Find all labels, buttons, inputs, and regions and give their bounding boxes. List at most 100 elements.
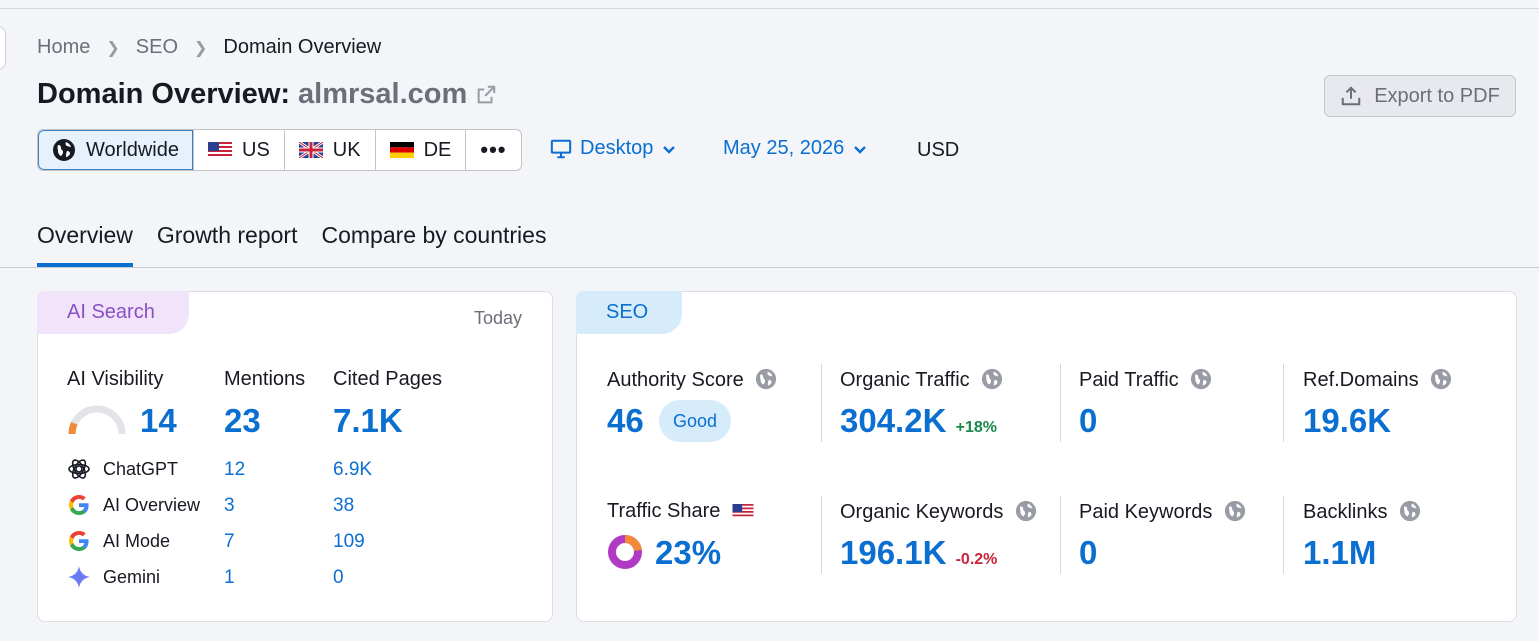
region-de[interactable]: DE [376,130,467,170]
mentions-label: Mentions [224,368,306,390]
region-label: DE [423,138,452,161]
ai-visibility-value[interactable]: 14 [140,402,177,439]
date-dropdown[interactable]: May 25, 2026 [723,137,868,160]
external-link-icon[interactable] [475,84,497,106]
page-title-prefix: Domain Overview: [37,78,291,110]
region-label: UK [332,138,361,161]
paid-traffic-value[interactable]: 0 [1079,402,1098,439]
backlinks-label: Backlinks [1303,500,1421,524]
globe-info-icon[interactable] [1224,500,1246,522]
organic-traffic-label: Organic Traffic [840,368,1003,392]
column-divider [821,496,822,574]
source-ai-mode: AI Mode [67,529,170,553]
tab-divider [0,267,1539,268]
export-pdf-button[interactable]: Export to PDF [1324,75,1516,117]
organic-traffic-value[interactable]: 304.2K +18% [840,402,997,440]
breadcrumb-seo[interactable]: SEO [135,36,179,58]
traffic-share-text: Traffic Share [607,500,721,522]
ai-search-tag: AI Search [37,291,189,334]
organic-traffic-number: 304.2K [840,402,947,439]
authority-score-text: Authority Score [607,369,744,391]
seo-tag: SEO [576,291,682,334]
region-worldwide[interactable]: Worldwide [38,130,194,170]
ai-overview-mentions[interactable]: 3 [224,495,235,516]
globe-icon [53,139,75,161]
ai-visibility-gauge [68,405,126,435]
ai-search-card: AI Search Today AI Visibility 14 Mention… [37,291,553,622]
organic-keywords-value[interactable]: 196.1K -0.2% [840,534,997,572]
tab-bar: Overview Growth report Compare by countr… [37,222,546,267]
tab-growth-report[interactable]: Growth report [156,222,298,248]
mentions-value[interactable]: 23 [224,402,261,439]
device-dropdown[interactable]: Desktop [550,137,677,160]
google-icon [69,495,89,515]
breadcrumb-current: Domain Overview [223,36,382,58]
source-ai-overview: AI Overview [67,493,200,517]
source-name: AI Mode [103,530,171,551]
page-title-domain[interactable]: almrsal.com [298,78,468,110]
device-label: Desktop [580,137,654,159]
organic-keywords-text: Organic Keywords [840,501,1004,523]
paid-keywords-label: Paid Keywords [1079,500,1246,524]
tab-compare-by-countries[interactable]: Compare by countries [321,222,547,248]
cited-pages-value[interactable]: 7.1K [333,402,403,439]
us-flag-icon [732,504,754,518]
more-regions-button[interactable]: ••• [466,130,520,170]
ref-domains-label: Ref.Domains [1303,368,1452,392]
column-divider [1283,364,1284,442]
chatgpt-cited[interactable]: 6.9K [333,459,373,480]
page-title: Domain Overview: almrsal.com [37,78,497,111]
de-flag-icon [389,142,414,158]
ai-overview-cited[interactable]: 38 [333,495,355,516]
source-gemini: Gemini [67,565,160,589]
globe-info-icon[interactable] [1399,500,1421,522]
paid-traffic-text: Paid Traffic [1079,369,1179,391]
uk-flag-icon [298,142,323,158]
paid-keywords-text: Paid Keywords [1079,501,1213,523]
globe-info-icon[interactable] [981,368,1003,390]
organic-traffic-delta: +18% [955,419,997,436]
gemini-cited[interactable]: 0 [333,567,344,588]
globe-info-icon[interactable] [1015,500,1037,522]
ai-mode-mentions[interactable]: 7 [224,531,235,552]
globe-info-icon[interactable] [1430,368,1452,390]
traffic-share-value[interactable]: 23% [655,534,722,571]
paid-keywords-value[interactable]: 0 [1079,534,1098,571]
tab-overview[interactable]: Overview [37,222,133,267]
authority-badge: Good [659,400,731,442]
ai-visibility-label[interactable]: AI Visibility [67,368,164,390]
ai-mode-cited[interactable]: 109 [333,531,365,552]
authority-score-value[interactable]: 46 [607,402,644,439]
gemini-mentions[interactable]: 1 [224,567,235,588]
export-pdf-label: Export to PDF [1374,84,1500,107]
organic-keywords-label: Organic Keywords [840,500,1037,524]
date-label: May 25, 2026 [723,137,845,159]
chevron-down-icon [663,145,676,154]
sidebar-toggle[interactable] [0,26,6,70]
source-name: ChatGPT [103,458,179,479]
upload-icon [1341,86,1361,106]
region-uk[interactable]: UK [285,130,376,170]
source-name: AI Overview [103,494,201,515]
column-divider [1060,364,1061,442]
backlinks-value[interactable]: 1.1M [1303,534,1377,571]
ref-domains-value[interactable]: 19.6K [1303,402,1392,439]
globe-info-icon[interactable] [755,368,777,390]
currency-label: USD [917,139,960,161]
chevron-right-icon: ❯ [194,39,208,57]
traffic-share-donut [608,535,642,569]
region-label: Worldwide [86,138,179,161]
cited-pages-label: Cited Pages [333,368,442,390]
chatgpt-mentions[interactable]: 12 [224,459,246,480]
gemini-icon [68,566,90,588]
authority-score-label: Authority Score [607,368,777,392]
region-us[interactable]: US [194,130,285,170]
period-label: Today [473,308,522,328]
ref-domains-text: Ref.Domains [1303,369,1419,391]
chevron-down-icon [854,145,867,154]
google-icon [69,531,89,551]
globe-info-icon[interactable] [1190,368,1212,390]
breadcrumb-home[interactable]: Home [37,36,91,58]
column-divider [1060,496,1061,574]
seo-card: SEO Authority Score 46 Good Organic Traf… [576,291,1517,622]
